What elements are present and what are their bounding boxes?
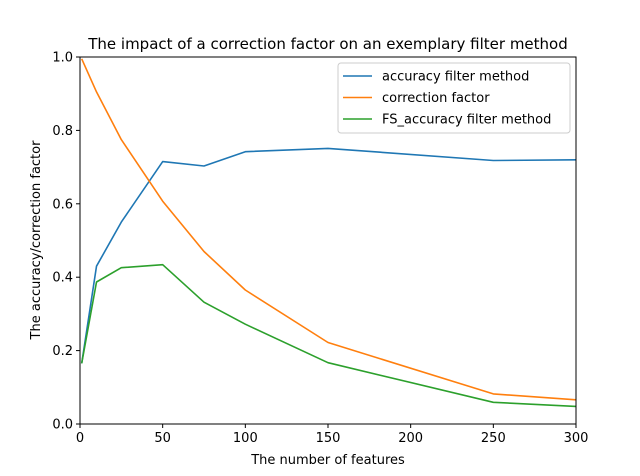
- y-tick-label: 1.0: [52, 51, 73, 66]
- x-tick-label: 250: [481, 431, 506, 446]
- y-tick-label: 0.0: [52, 418, 73, 433]
- y-tick-label: 0.2: [52, 344, 73, 359]
- x-tick-label: 100: [233, 431, 258, 446]
- legend-label: correction factor: [382, 91, 490, 106]
- x-tick-label: 300: [564, 431, 589, 446]
- legend-box: [337, 62, 571, 134]
- y-axis: 0.0 0.2 0.4 0.6 0.8 1.0: [52, 51, 80, 433]
- legend: accuracy filter method correction factor F…: [337, 62, 571, 134]
- legend-label: accuracy filter method: [382, 70, 529, 85]
- series-line-3: [80, 263, 577, 408]
- plot-lines: [80, 58, 577, 408]
- chart-title: The impact of a correction factor on an …: [87, 35, 568, 53]
- series-line-1: [80, 147, 577, 364]
- legend-label: FS_accuracy filter method: [382, 113, 551, 128]
- y-tick-label: 0.8: [52, 124, 73, 139]
- x-tick-label: 50: [154, 431, 171, 446]
- y-tick-label: 0.6: [52, 197, 73, 212]
- x-tick-label: 200: [398, 431, 423, 446]
- y-axis-label: The accuracy/correction factor: [29, 140, 44, 341]
- x-axis: 0 50 100 150 200 250 300: [76, 424, 589, 446]
- x-axis-label: The number of features: [250, 453, 405, 468]
- series-line-2: [80, 58, 577, 401]
- x-tick-label: 150: [316, 431, 341, 446]
- x-tick-label: 0: [76, 431, 84, 446]
- y-tick-label: 0.4: [52, 271, 73, 286]
